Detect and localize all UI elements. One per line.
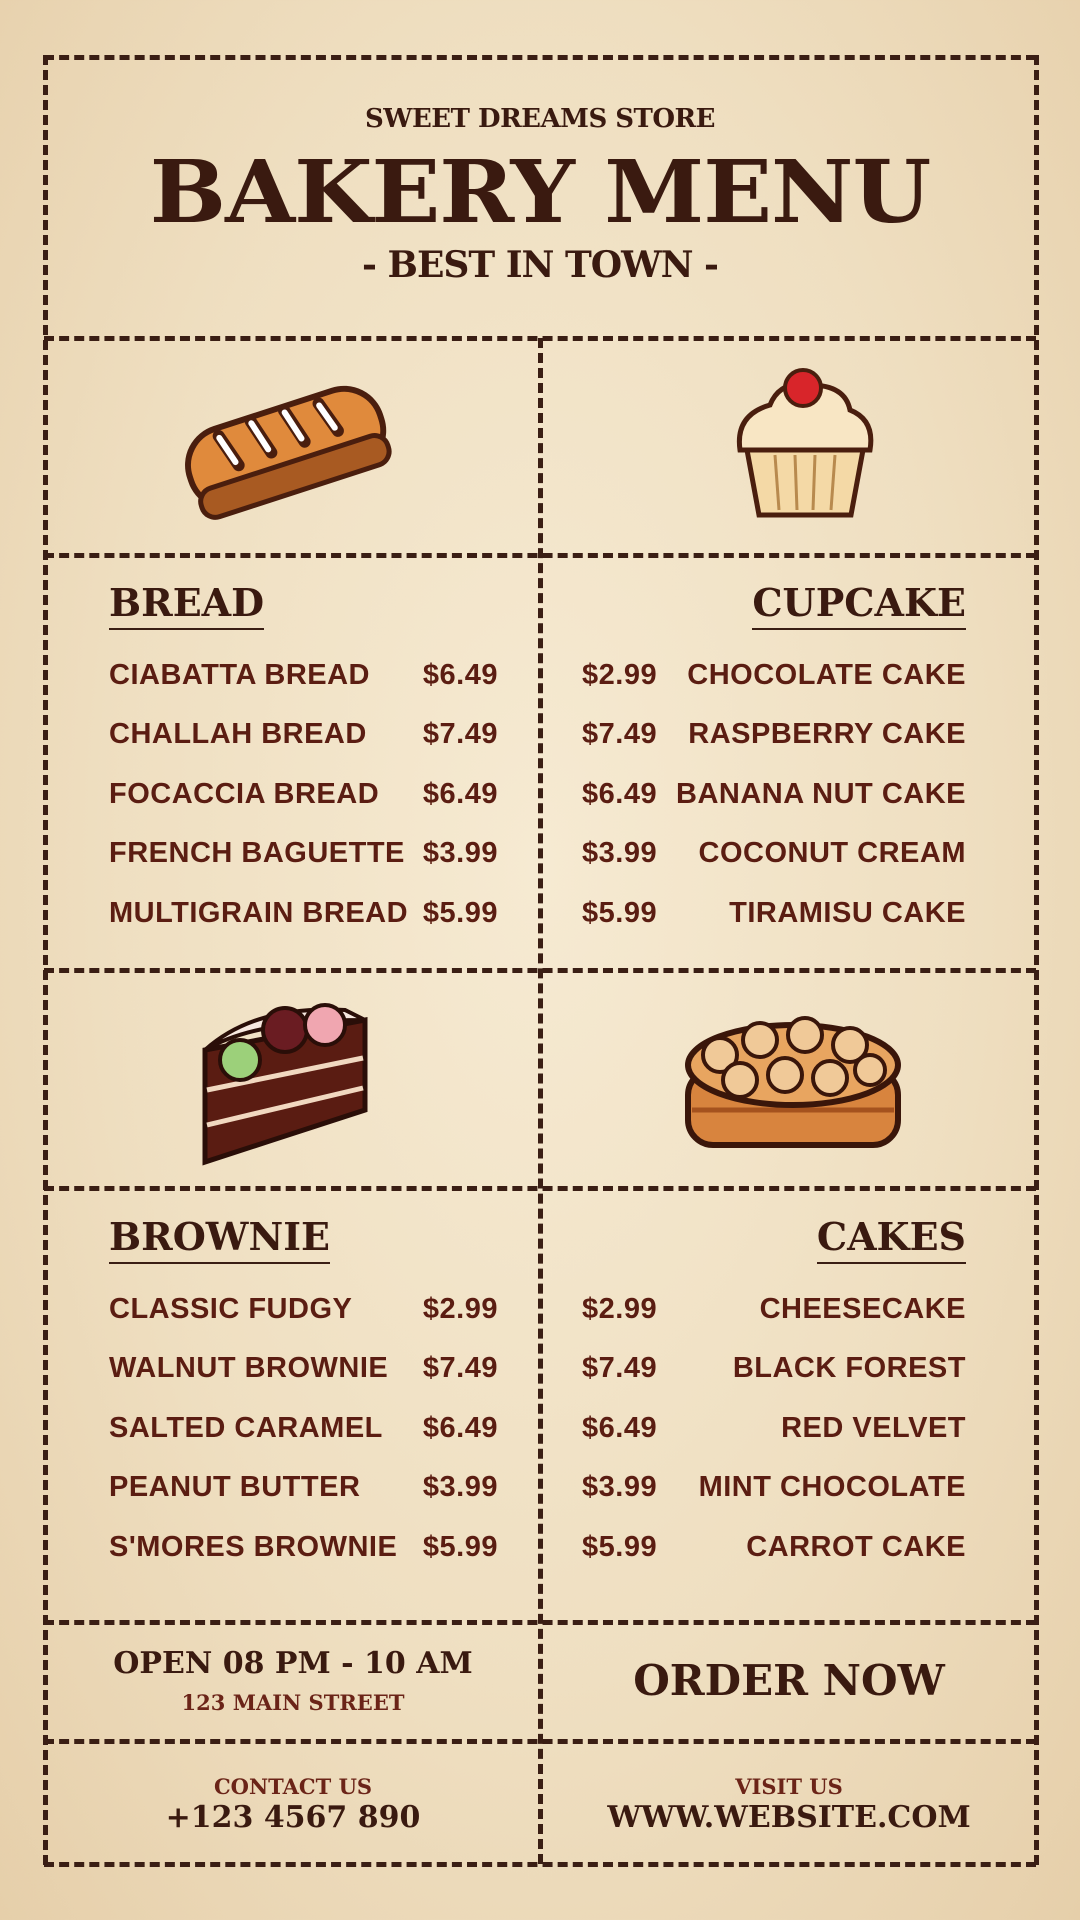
item-price: $2.99: [422, 1293, 498, 1325]
section-title-cupcake: CUPCAKE: [752, 580, 966, 630]
menu-item: S'MORES BROWNIE $5.99: [109, 1531, 498, 1571]
item-price: $7.49: [582, 1352, 658, 1385]
border-right: [1034, 55, 1039, 1865]
divider: [44, 1620, 1036, 1625]
menu-item: COCONUT CREAM $3.99: [582, 837, 966, 877]
menu-item: TIRAMISU CAKE $5.99: [582, 897, 966, 937]
layer-cake-slice-icon: [202, 1003, 368, 1166]
section-title-cakes: CAKES: [816, 1214, 966, 1264]
divider: [44, 968, 1036, 973]
menu-item: MINT CHOCOLATE $3.99: [582, 1471, 966, 1511]
item-name: PEANUT BUTTER: [109, 1471, 361, 1504]
menu-item: RED VELVET $6.49: [582, 1412, 966, 1452]
section-title-bread: BREAD: [109, 580, 265, 630]
item-price: $3.99: [422, 837, 498, 870]
section-title-brownie: BROWNIE: [109, 1214, 330, 1264]
menu-item: CIABATTA BREAD $6.49: [109, 659, 498, 699]
store-name: SWEET DREAMS STORE: [365, 104, 715, 134]
menu-item: CLASSIC FUDGY $2.99: [109, 1293, 498, 1333]
item-name: S'MORES BROWNIE: [109, 1530, 398, 1563]
item-name: SALTED CARAMEL: [109, 1411, 383, 1444]
item-name: FOCACCIA BREAD: [109, 777, 380, 810]
item-name: CHEESECAKE: [759, 1293, 966, 1325]
cinnamon-roll-cake-icon: [685, 1016, 901, 1148]
item-name: BANANA NUT CAKE: [676, 777, 966, 810]
item-price: $7.49: [582, 718, 658, 751]
menu-item: BANANA NUT CAKE $6.49: [582, 778, 966, 818]
item-name: FRENCH BAGUETTE: [109, 837, 405, 870]
item-price: $7.49: [422, 1352, 498, 1385]
item-price: $5.99: [582, 896, 658, 929]
item-price: $3.99: [422, 1471, 498, 1504]
item-name: RASPBERRY CAKE: [688, 718, 966, 751]
item-name: CLASSIC FUDGY: [109, 1293, 353, 1325]
item-name: TIRAMISU CAKE: [729, 896, 966, 929]
divider: [44, 1739, 1036, 1744]
contact-label: CONTACT US: [213, 1774, 373, 1799]
page-title: BAKERY MENU: [149, 142, 931, 243]
border-top: [44, 55, 1036, 60]
item-price: $6.49: [582, 1411, 658, 1444]
menu-item: PEANUT BUTTER $3.99: [109, 1471, 498, 1511]
item-price: $7.49: [422, 718, 498, 751]
item-price: $6.49: [422, 777, 498, 810]
menu-item: CARROT CAKE $5.99: [582, 1531, 966, 1571]
item-name: CARROT CAKE: [746, 1530, 966, 1563]
item-price: $6.49: [582, 777, 658, 810]
address: 123 MAIN STREET: [181, 1690, 405, 1715]
menu-item: CHALLAH BREAD $7.49: [109, 718, 498, 758]
visit-label: VISIT US: [735, 1774, 843, 1799]
item-price: $6.49: [422, 1411, 498, 1444]
item-name: RED VELVET: [781, 1411, 966, 1444]
opening-hours: OPEN 08 PM - 10 AM: [113, 1646, 473, 1681]
order-now-button[interactable]: ORDER NOW: [633, 1656, 945, 1705]
menu-item: CHEESECAKE $2.99: [582, 1293, 966, 1333]
menu-item: CHOCOLATE CAKE $2.99: [582, 659, 966, 699]
item-price: $2.99: [582, 659, 658, 691]
item-price: $5.99: [582, 1530, 658, 1563]
item-name: CIABATTA BREAD: [109, 659, 370, 691]
item-name: MINT CHOCOLATE: [698, 1471, 966, 1504]
divider: [44, 553, 1036, 558]
divider-center: [538, 338, 543, 1864]
item-name: WALNUT BROWNIE: [109, 1352, 389, 1385]
border-left: [43, 55, 48, 1865]
item-price: $5.99: [422, 896, 498, 929]
website-link[interactable]: WWW.WEBSITE.COM: [607, 1800, 971, 1835]
menu-item: WALNUT BROWNIE $7.49: [109, 1352, 498, 1392]
menu-item: MULTIGRAIN BREAD $5.99: [109, 897, 498, 937]
phone-number[interactable]: +123 4567 890: [165, 1800, 421, 1835]
cupcake-icon: [736, 368, 874, 518]
menu-item: FRENCH BAGUETTE $3.99: [109, 837, 498, 877]
menu-item: BLACK FOREST $7.49: [582, 1352, 966, 1392]
item-name: CHALLAH BREAD: [109, 718, 367, 751]
item-name: BLACK FOREST: [732, 1352, 966, 1385]
bread-icon: [185, 385, 392, 520]
item-price: $3.99: [582, 837, 658, 870]
border-bottom: [44, 1862, 1036, 1867]
item-price: $6.49: [422, 659, 498, 691]
divider: [44, 1186, 1036, 1191]
item-name: COCONUT CREAM: [698, 837, 966, 870]
menu-item: FOCACCIA BREAD $6.49: [109, 778, 498, 818]
item-price: $3.99: [582, 1471, 658, 1504]
menu-item: RASPBERRY CAKE $7.49: [582, 718, 966, 758]
tagline: - BEST IN TOWN -: [362, 244, 719, 286]
item-price: $5.99: [422, 1530, 498, 1563]
divider: [44, 336, 1036, 341]
menu-item: SALTED CARAMEL $6.49: [109, 1412, 498, 1452]
item-name: CHOCOLATE CAKE: [687, 659, 966, 691]
item-price: $2.99: [582, 1293, 658, 1325]
item-name: MULTIGRAIN BREAD: [109, 896, 409, 929]
